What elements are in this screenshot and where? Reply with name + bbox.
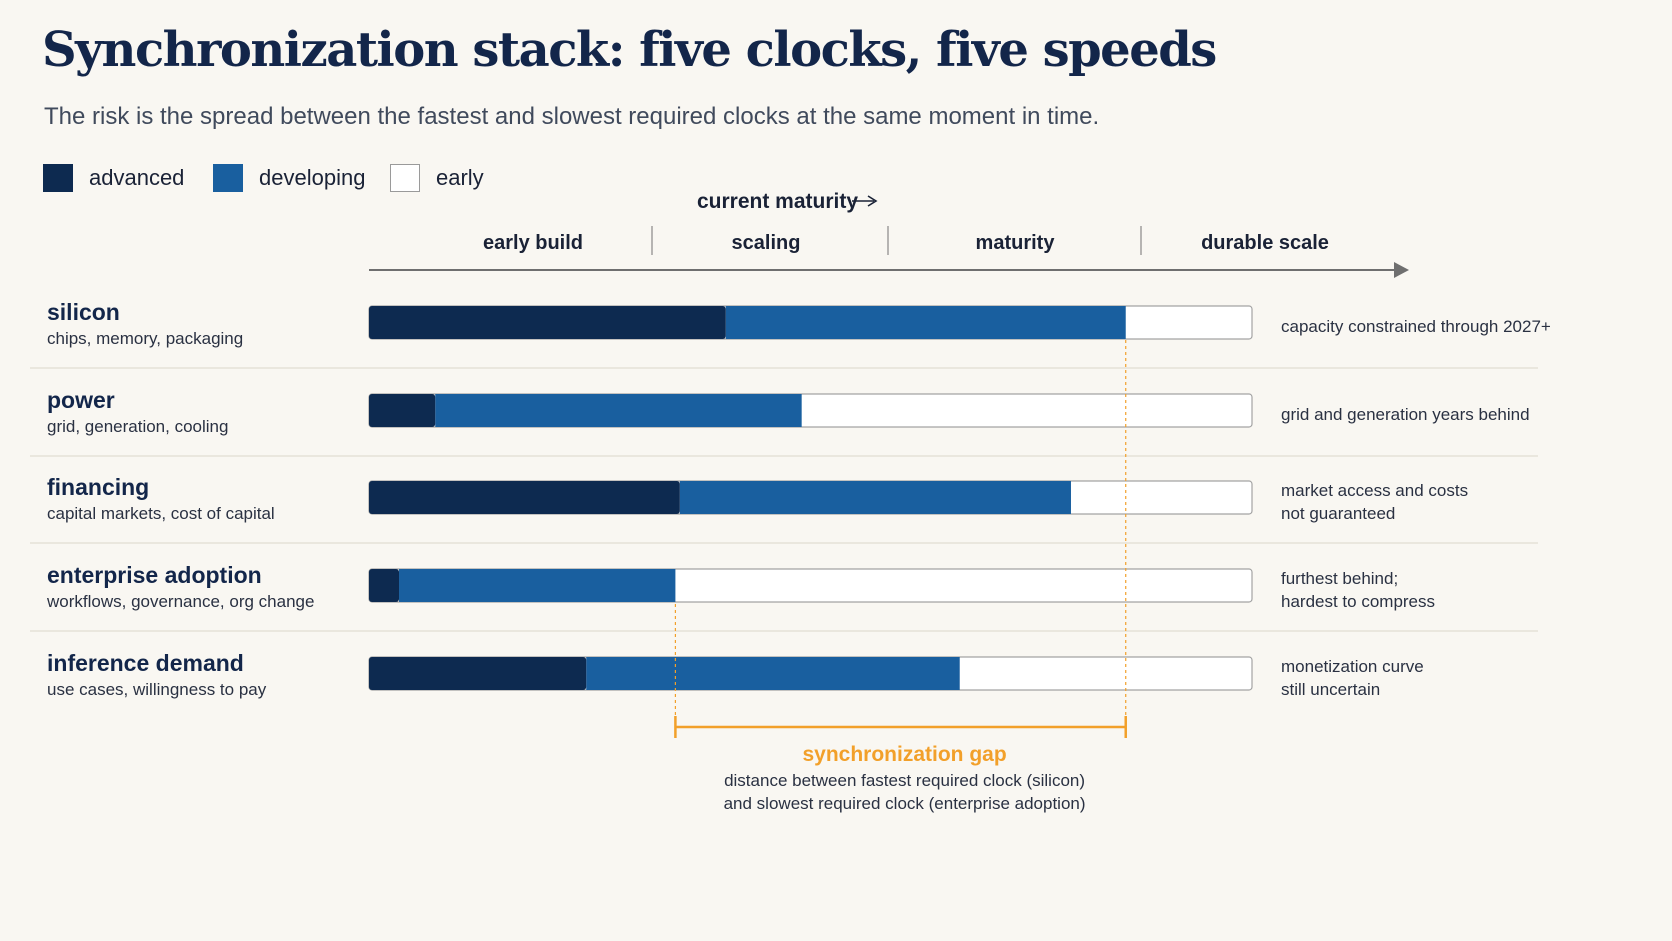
legend-swatch-developing: [213, 164, 243, 192]
x-stage-label: scaling: [732, 232, 801, 254]
row-note: still uncertain: [1281, 680, 1380, 699]
row-title: financing: [47, 474, 149, 500]
x-stage-label: durable scale: [1201, 232, 1329, 254]
gap-description: and slowest required clock (enterprise a…: [724, 794, 1086, 813]
row-note: monetization curve: [1281, 657, 1424, 676]
row-note: capacity constrained through 2027+: [1281, 317, 1551, 336]
bar-developing: [435, 394, 802, 427]
row-title: silicon: [47, 299, 120, 325]
legend-label-early: early: [436, 165, 484, 190]
x-axis-arrowhead: [1394, 262, 1409, 278]
row-note: furthest behind;: [1281, 569, 1398, 588]
bar-developing: [679, 481, 1071, 514]
legend-item-developing: developing: [213, 163, 365, 193]
row-subtitle: use cases, willingness to pay: [47, 680, 267, 699]
bar-developing: [725, 306, 1126, 339]
row-subtitle: grid, generation, cooling: [47, 417, 228, 436]
row-title: enterprise adoption: [47, 562, 262, 588]
row-title: power: [47, 387, 115, 413]
x-axis-label: current maturity: [697, 190, 858, 213]
bar-advanced: [369, 569, 400, 602]
row-subtitle: workflows, governance, org change: [46, 592, 314, 611]
chart-subtitle: The risk is the spread between the faste…: [44, 103, 1100, 130]
row-title: inference demand: [47, 650, 244, 676]
x-stage-label: early build: [483, 232, 583, 254]
legend-label-advanced: advanced: [89, 165, 185, 190]
bar-developing: [399, 569, 676, 602]
bar-advanced: [369, 481, 680, 514]
row-subtitle: chips, memory, packaging: [47, 329, 243, 348]
legend-item-early: early: [390, 163, 484, 193]
legend-item-advanced: advanced: [43, 163, 184, 193]
bar-advanced: [369, 306, 726, 339]
gap-description: distance between fastest required clock …: [724, 771, 1085, 790]
x-axis-label-arrowhead: [867, 195, 878, 207]
legend-label-developing: developing: [259, 165, 366, 190]
row-note: hardest to compress: [1281, 592, 1435, 611]
legend-swatch-advanced: [43, 164, 73, 192]
bar-developing: [586, 657, 960, 690]
bar-advanced: [369, 394, 436, 427]
x-stage-label: maturity: [976, 232, 1056, 254]
bar-advanced: [369, 657, 587, 690]
row-subtitle: capital markets, cost of capital: [47, 504, 275, 523]
row-note: market access and costs: [1281, 481, 1468, 500]
gap-label: synchronization gap: [802, 743, 1006, 766]
row-note: not guaranteed: [1281, 504, 1395, 523]
row-note: grid and generation years behind: [1281, 405, 1530, 424]
legend-swatch-early: [390, 164, 420, 192]
chart-title: Synchronization stack: five clocks, five…: [42, 22, 1217, 78]
